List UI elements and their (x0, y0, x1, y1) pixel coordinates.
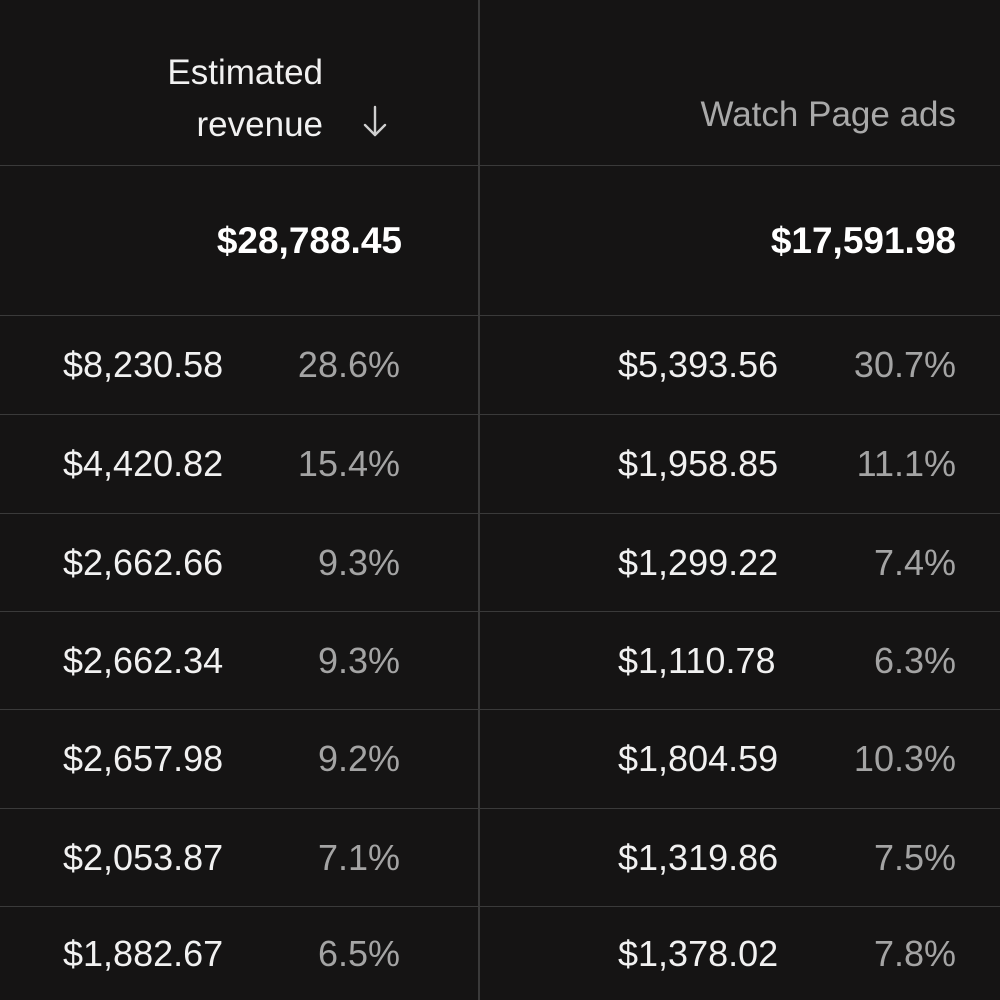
table-row-revenue-cell[interactable]: $8,230.58 28.6% (0, 316, 480, 415)
table-row-revenue-cell[interactable]: $2,662.34 9.3% (0, 612, 480, 710)
revenue-percent: 28.6% (297, 344, 400, 385)
ads-percent: 7.8% (873, 932, 956, 974)
table-row-ads-cell[interactable]: $1,378.02 7.8% (480, 907, 1000, 1000)
column-header-label: Watch Page ads (700, 95, 956, 134)
table-row-revenue-cell[interactable]: $2,053.87 7.1% (0, 809, 480, 907)
table-row-ads-cell[interactable]: $1,319.86 7.5% (480, 809, 1000, 907)
column-header-line-1: Estimated (167, 53, 323, 92)
ads-percent: 11.1% (856, 443, 956, 484)
table-row-revenue-cell[interactable]: $2,662.66 9.3% (0, 514, 480, 612)
ads-percent: 10.3% (853, 738, 956, 779)
table-row-ads-cell[interactable]: $1,110.78 6.3% (480, 612, 1000, 710)
arrow-down-icon[interactable] (360, 103, 390, 139)
ads-value: $5,393.56 (618, 344, 779, 385)
ads-percent: 30.7% (853, 344, 956, 385)
revenue-percent: 15.4% (297, 443, 400, 484)
ads-value: $1,378.02 (618, 932, 779, 974)
ads-percent: 7.4% (873, 541, 956, 583)
total-watch-page-ads: $17,591.98 (770, 220, 956, 261)
table-row-ads-cell[interactable]: $1,299.22 7.4% (480, 514, 1000, 612)
revenue-percent: 9.2% (317, 738, 400, 779)
column-header-label: Estimated revenue (167, 47, 323, 151)
table-row-revenue-cell[interactable]: $2,657.98 9.2% (0, 710, 480, 809)
total-estimated-revenue-cell: $28,788.45 (0, 166, 480, 316)
table-row-ads-cell[interactable]: $1,958.85 11.1% (480, 415, 1000, 514)
ads-value: $1,299.22 (618, 541, 779, 583)
revenue-value: $2,662.66 (63, 541, 224, 583)
table-row-ads-cell[interactable]: $5,393.56 30.7% (480, 316, 1000, 415)
total-estimated-revenue: $28,788.45 (216, 220, 402, 261)
ads-percent: 7.5% (873, 836, 956, 878)
table-row-revenue-cell[interactable]: $4,420.82 15.4% (0, 415, 480, 514)
column-header-watch-page-ads[interactable]: Watch Page ads (480, 0, 1000, 166)
revenue-value: $4,420.82 (63, 443, 224, 484)
revenue-value: $2,657.98 (63, 738, 224, 779)
ads-value: $1,804.59 (618, 738, 779, 779)
column-header-line-2: revenue (196, 105, 323, 144)
table-row-ads-cell[interactable]: $1,804.59 10.3% (480, 710, 1000, 809)
revenue-value: $1,882.67 (63, 932, 224, 974)
revenue-value: $2,662.34 (63, 639, 224, 681)
revenue-value: $8,230.58 (63, 344, 224, 385)
ads-value: $1,319.86 (618, 836, 779, 878)
revenue-percent: 9.3% (317, 639, 400, 681)
ads-value: $1,958.85 (618, 443, 779, 484)
revenue-value: $2,053.87 (63, 836, 224, 878)
column-header-estimated-revenue[interactable]: Estimated revenue (0, 0, 480, 166)
total-watch-page-ads-cell: $17,591.98 (480, 166, 1000, 316)
table-row-revenue-cell[interactable]: $1,882.67 6.5% (0, 907, 480, 1000)
revenue-percent: 7.1% (317, 836, 400, 878)
ads-value: $1,110.78 (618, 639, 776, 681)
ads-percent: 6.3% (873, 639, 956, 681)
revenue-percent: 6.5% (317, 932, 400, 974)
revenue-percent: 9.3% (317, 541, 400, 583)
